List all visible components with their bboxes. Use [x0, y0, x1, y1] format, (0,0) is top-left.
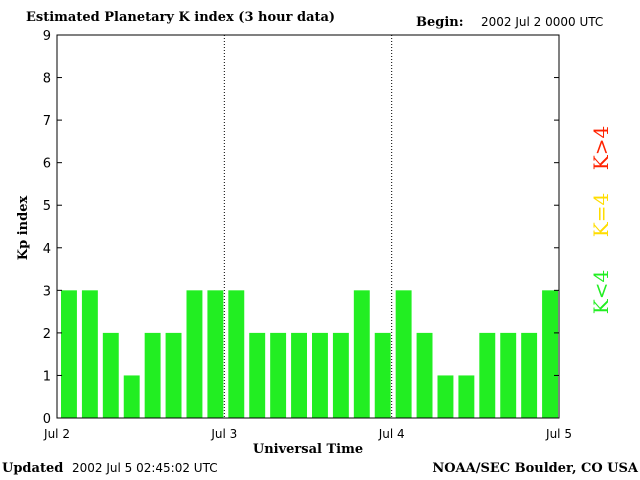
- y-tick-label: 2: [43, 327, 51, 342]
- kp-bar: [437, 375, 454, 418]
- y-tick-label: 1: [43, 369, 51, 384]
- kp-bar: [374, 332, 391, 418]
- y-tick-label: 9: [43, 29, 51, 44]
- day-separators: [223, 35, 393, 418]
- kp-bar: [228, 290, 245, 418]
- kp-bar: [291, 332, 307, 418]
- y-tick-label: 7: [43, 114, 51, 129]
- updated-label: Updated: [2, 461, 64, 476]
- kp-bar: [479, 332, 496, 418]
- kp-bar: [165, 332, 182, 418]
- plot-frame: [56, 34, 560, 419]
- org-credit: NOAA/SEC Boulder, CO USA: [432, 461, 638, 476]
- kp-bar: [102, 332, 119, 418]
- legend-item: K<4: [589, 269, 614, 315]
- begin-label: Begin:: [416, 15, 464, 30]
- kp-bar: [81, 290, 98, 418]
- legend-item: K=4: [589, 192, 614, 238]
- kp-bar: [207, 290, 224, 418]
- kp-bar: [144, 332, 161, 418]
- kp-bar: [123, 375, 140, 418]
- kp-bar: [61, 290, 77, 418]
- y-tick-label: 4: [43, 242, 51, 257]
- kp-bar: [542, 290, 558, 418]
- y-tick-label: 0: [43, 412, 51, 427]
- x-axis-label: Universal Time: [253, 442, 363, 457]
- kp-bar: [186, 290, 203, 418]
- x-tick-label: Jul 5: [545, 427, 572, 441]
- y-tick-label: 8: [43, 72, 51, 87]
- y-tick-label: 6: [43, 157, 51, 172]
- kp-bar: [395, 290, 412, 418]
- x-tick-label: Jul 3: [210, 427, 237, 441]
- y-tick-label: 5: [43, 199, 51, 214]
- y-axis: 0 1 2 3 4 5 6 7 8 9: [43, 29, 559, 427]
- kp-bar: [458, 375, 475, 418]
- chart-title: Estimated Planetary K index (3 hour data…: [26, 10, 336, 25]
- kp-bar: [249, 332, 266, 418]
- y-axis-label: Kp index: [16, 196, 31, 261]
- kp-bar: [353, 290, 370, 418]
- kp-bar: [270, 332, 287, 418]
- legend-item: K>4: [589, 125, 614, 171]
- x-tick-label: Jul 2: [43, 427, 70, 441]
- x-axis: Jul 2 Jul 3 Jul 4 Jul 5: [43, 427, 572, 441]
- bars-group: [61, 290, 558, 418]
- kp-bar: [332, 332, 349, 418]
- kp-bar: [521, 332, 538, 418]
- kp-bar: [500, 332, 517, 418]
- kp-bar: [416, 332, 433, 418]
- kp-bar: [312, 332, 328, 418]
- begin-value: 2002 Jul 2 0000 UTC: [481, 15, 604, 29]
- y-tick-label: 3: [43, 284, 51, 299]
- updated-value: 2002 Jul 5 02:45:02 UTC: [72, 461, 218, 475]
- x-tick-label: Jul 4: [378, 427, 405, 441]
